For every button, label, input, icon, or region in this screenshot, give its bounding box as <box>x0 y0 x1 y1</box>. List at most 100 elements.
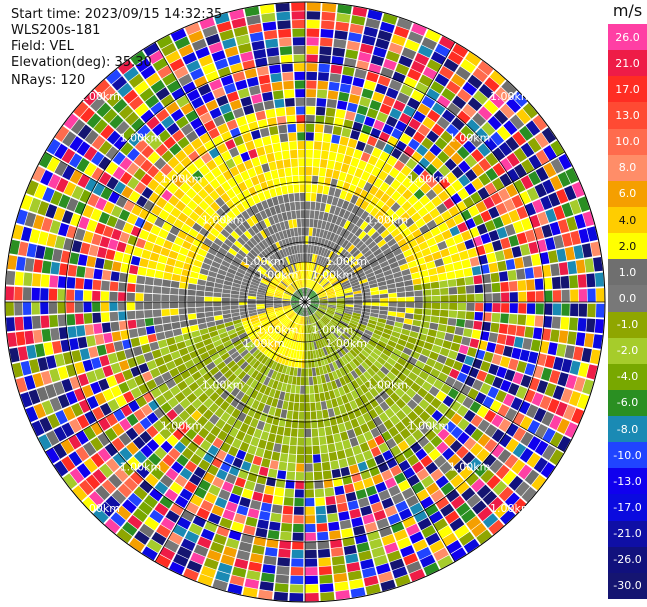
velocity-gate <box>175 116 189 129</box>
colorbar-segment <box>608 285 647 312</box>
velocity-gate <box>151 123 166 136</box>
velocity-gate <box>296 115 305 124</box>
velocity-gate <box>98 171 112 186</box>
velocity-gate <box>347 222 356 232</box>
velocity-gate <box>119 231 130 243</box>
velocity-gate <box>271 361 278 370</box>
velocity-gate <box>398 55 413 68</box>
velocity-gate <box>281 444 290 454</box>
velocity-gate <box>221 379 232 390</box>
velocity-gate <box>217 562 233 575</box>
velocity-gate <box>377 280 387 287</box>
velocity-gate <box>143 391 155 403</box>
velocity-gate <box>387 550 402 563</box>
velocity-gate <box>169 143 182 156</box>
velocity-gate <box>549 449 564 466</box>
velocity-gate <box>203 420 215 432</box>
velocity-gate <box>172 328 183 337</box>
velocity-gate <box>267 468 278 478</box>
velocity-gate <box>283 159 291 168</box>
velocity-gate <box>114 372 126 384</box>
velocity-gate <box>232 282 241 288</box>
velocity-gate <box>38 434 52 451</box>
velocity-gate <box>473 320 483 330</box>
velocity-gate <box>315 322 321 330</box>
velocity-gate <box>138 383 150 395</box>
velocity-gate <box>350 587 366 598</box>
velocity-gate <box>370 196 380 207</box>
velocity-gate <box>77 336 88 349</box>
velocity-gate <box>287 123 297 133</box>
velocity-gate <box>232 457 244 469</box>
velocity-gate <box>191 410 202 422</box>
velocity-gate <box>389 335 399 343</box>
velocity-gate <box>283 307 292 312</box>
velocity-gate <box>514 257 524 269</box>
velocity-gate <box>494 503 510 519</box>
velocity-gate <box>542 427 556 444</box>
velocity-gate <box>90 421 104 436</box>
velocity-gate <box>450 547 467 562</box>
velocity-gate <box>221 297 230 302</box>
velocity-gate <box>324 487 335 497</box>
velocity-gate <box>407 336 417 345</box>
velocity-gate <box>302 288 305 297</box>
velocity-gate <box>378 131 390 143</box>
velocity-gate <box>476 529 492 545</box>
velocity-gate <box>305 166 313 176</box>
velocity-gate <box>582 211 595 227</box>
velocity-gate <box>181 509 195 522</box>
velocity-gate <box>496 226 508 239</box>
velocity-gate <box>224 46 239 58</box>
velocity-gate <box>549 414 563 431</box>
velocity-gate <box>106 375 118 388</box>
velocity-gate <box>273 443 282 453</box>
velocity-gate <box>62 473 78 489</box>
velocity-gate <box>159 427 172 440</box>
velocity-gate <box>261 163 270 173</box>
velocity-gate <box>90 208 103 222</box>
velocity-gate <box>245 113 257 124</box>
velocity-gate <box>146 439 160 452</box>
velocity-gate <box>431 295 441 302</box>
velocity-gate <box>321 267 327 276</box>
velocity-gate <box>259 365 268 374</box>
velocity-gate <box>32 166 46 182</box>
velocity-gate <box>202 25 218 38</box>
velocity-gate <box>302 351 305 360</box>
velocity-gate <box>271 341 278 350</box>
velocity-gate <box>319 299 328 302</box>
velocity-gate <box>595 303 605 318</box>
velocity-gate <box>166 232 177 243</box>
velocity-gate <box>325 325 332 334</box>
velocity-gate <box>208 41 223 54</box>
velocity-gate <box>271 370 278 380</box>
velocity-gate <box>277 557 290 567</box>
velocity-gate <box>118 311 127 321</box>
velocity-gate <box>257 119 268 129</box>
velocity-gate <box>285 106 296 116</box>
velocity-gate <box>93 508 109 524</box>
velocity-gate <box>207 325 217 333</box>
velocity-gate <box>347 138 358 149</box>
velocity-gate <box>319 302 328 304</box>
velocity-gate <box>414 376 426 387</box>
velocity-gate <box>437 555 454 569</box>
velocity-gate <box>310 303 319 308</box>
velocity-gate <box>370 312 379 318</box>
velocity-gate <box>287 265 293 274</box>
velocity-gate <box>178 422 191 434</box>
velocity-gate <box>66 277 76 289</box>
velocity-gate <box>243 159 254 170</box>
velocity-gate <box>292 314 298 322</box>
velocity-gate <box>418 241 429 251</box>
velocity-gate <box>267 378 275 388</box>
velocity-gate <box>343 545 357 556</box>
velocity-gate <box>191 371 202 381</box>
velocity-gate <box>271 398 279 408</box>
velocity-gate <box>348 93 361 105</box>
velocity-gate <box>308 271 312 280</box>
velocity-gate <box>362 265 372 272</box>
velocity-gate <box>491 353 502 366</box>
velocity-gate <box>281 327 288 336</box>
